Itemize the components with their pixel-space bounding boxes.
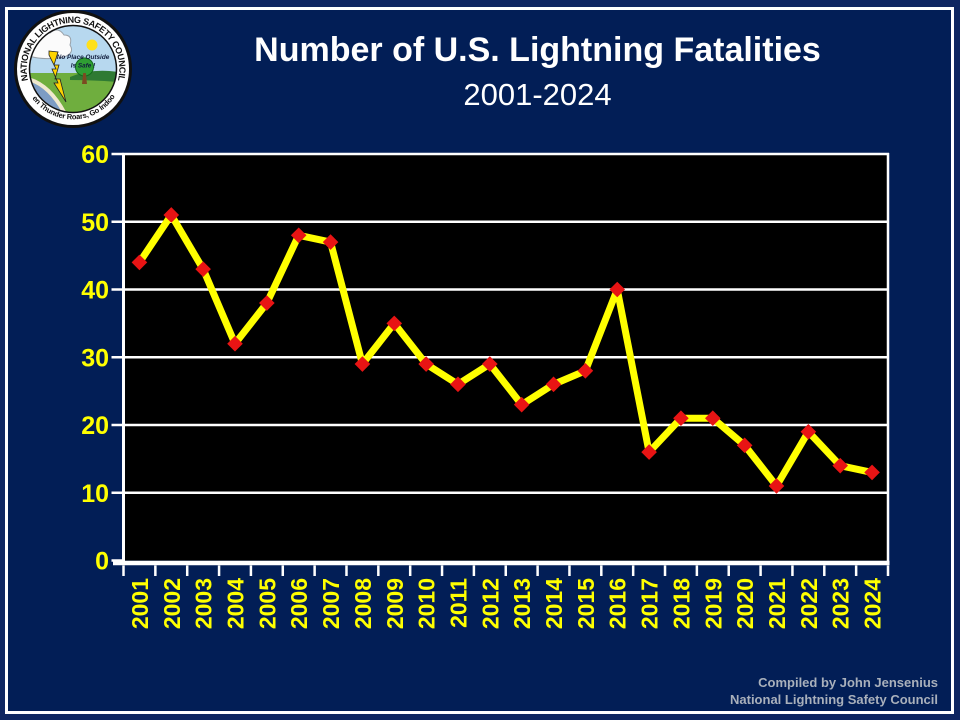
data-point-2004 (227, 335, 243, 352)
data-point-2007 (322, 234, 339, 250)
data-point-2017 (641, 444, 657, 460)
tree-trunk-icon (82, 73, 87, 84)
data-point-2015 (577, 363, 594, 379)
x-tick-label-2018: 2018 (668, 578, 694, 629)
x-tick-label-2013: 2013 (509, 578, 535, 629)
x-tick-label-2003: 2003 (191, 578, 217, 629)
data-point-2024 (864, 464, 880, 481)
title-block: Number of U.S. Lightning Fatalities 2001… (140, 30, 935, 113)
x-tick-label-2011: 2011 (445, 578, 471, 628)
y-tick-label-30: 30 (81, 344, 109, 372)
chart-subtitle: 2001-2024 (463, 77, 612, 112)
nlsc-logo: No Place Outside Is Safe ! NATIONAL LIGH… (12, 9, 132, 128)
x-tick-label-2020: 2020 (732, 578, 758, 629)
logo-inner-ring (28, 24, 118, 114)
data-point-2002 (163, 207, 180, 223)
x-tick-label-2005: 2005 (254, 578, 280, 629)
fatalities-line-series (135, 211, 876, 490)
y-tick-label-20: 20 (81, 412, 109, 440)
attribution: Compiled by John Jensenius National Ligh… (730, 674, 938, 708)
data-point-2008 (354, 356, 371, 372)
y-tick-label-40: 40 (81, 277, 109, 305)
data-point-2020 (736, 437, 753, 454)
data-point-2012 (482, 356, 498, 372)
x-tick-label-2004: 2004 (222, 578, 248, 629)
x-tick-label-2002: 2002 (159, 578, 185, 629)
data-point-2021 (768, 478, 785, 494)
x-tick-label-2016: 2016 (605, 578, 631, 629)
data-point-2005 (259, 295, 275, 311)
data-point-2009 (386, 315, 403, 332)
sun-icon (86, 39, 98, 51)
data-point-2023 (832, 457, 849, 474)
data-point-2018 (673, 410, 689, 427)
data-point-2011 (450, 376, 466, 393)
x-tick-label-2001: 2001 (127, 578, 153, 629)
x-tick-label-2012: 2012 (477, 578, 503, 629)
data-point-2014 (545, 376, 562, 393)
y-tick-label-60: 60 (81, 141, 109, 169)
data-point-2019 (705, 410, 721, 427)
x-tick-label-2015: 2015 (573, 578, 599, 629)
data-point-2010 (418, 356, 434, 372)
attribution-line2: National Lightning Safety Council (730, 692, 938, 707)
data-point-2013 (513, 396, 530, 413)
x-tick-label-2021: 2021 (764, 578, 790, 629)
data-point-2001 (131, 254, 148, 271)
data-point-2006 (290, 227, 307, 244)
y-tick-label-0: 0 (95, 548, 109, 576)
lightning-bolt-icon (48, 50, 67, 103)
x-tick-label-2006: 2006 (286, 578, 312, 629)
x-tick-label-2017: 2017 (637, 578, 663, 629)
data-point-2003 (195, 261, 211, 277)
x-tick-label-2008: 2008 (350, 578, 376, 629)
attribution-line1: Compiled by John Jensenius (758, 675, 938, 690)
logo-slogan-line2: Is Safe ! (71, 63, 96, 70)
x-tick-label-2010: 2010 (414, 578, 440, 629)
y-tick-label-50: 50 (81, 209, 109, 237)
x-tick-label-2024: 2024 (860, 578, 886, 629)
data-point-2016 (609, 281, 626, 298)
x-tick-label-2009: 2009 (382, 578, 408, 629)
x-tick-label-2019: 2019 (700, 578, 726, 629)
x-tick-label-2022: 2022 (796, 578, 822, 629)
x-tick-label-2007: 2007 (318, 578, 344, 629)
chart-title: Number of U.S. Lightning Fatalities (254, 31, 821, 69)
logo-slogan-line1: No Place Outside (57, 54, 110, 61)
data-point-2022 (800, 423, 817, 440)
x-tick-label-2014: 2014 (541, 578, 567, 629)
y-tick-label-10: 10 (81, 480, 109, 508)
x-tick-label-2023: 2023 (828, 578, 854, 629)
